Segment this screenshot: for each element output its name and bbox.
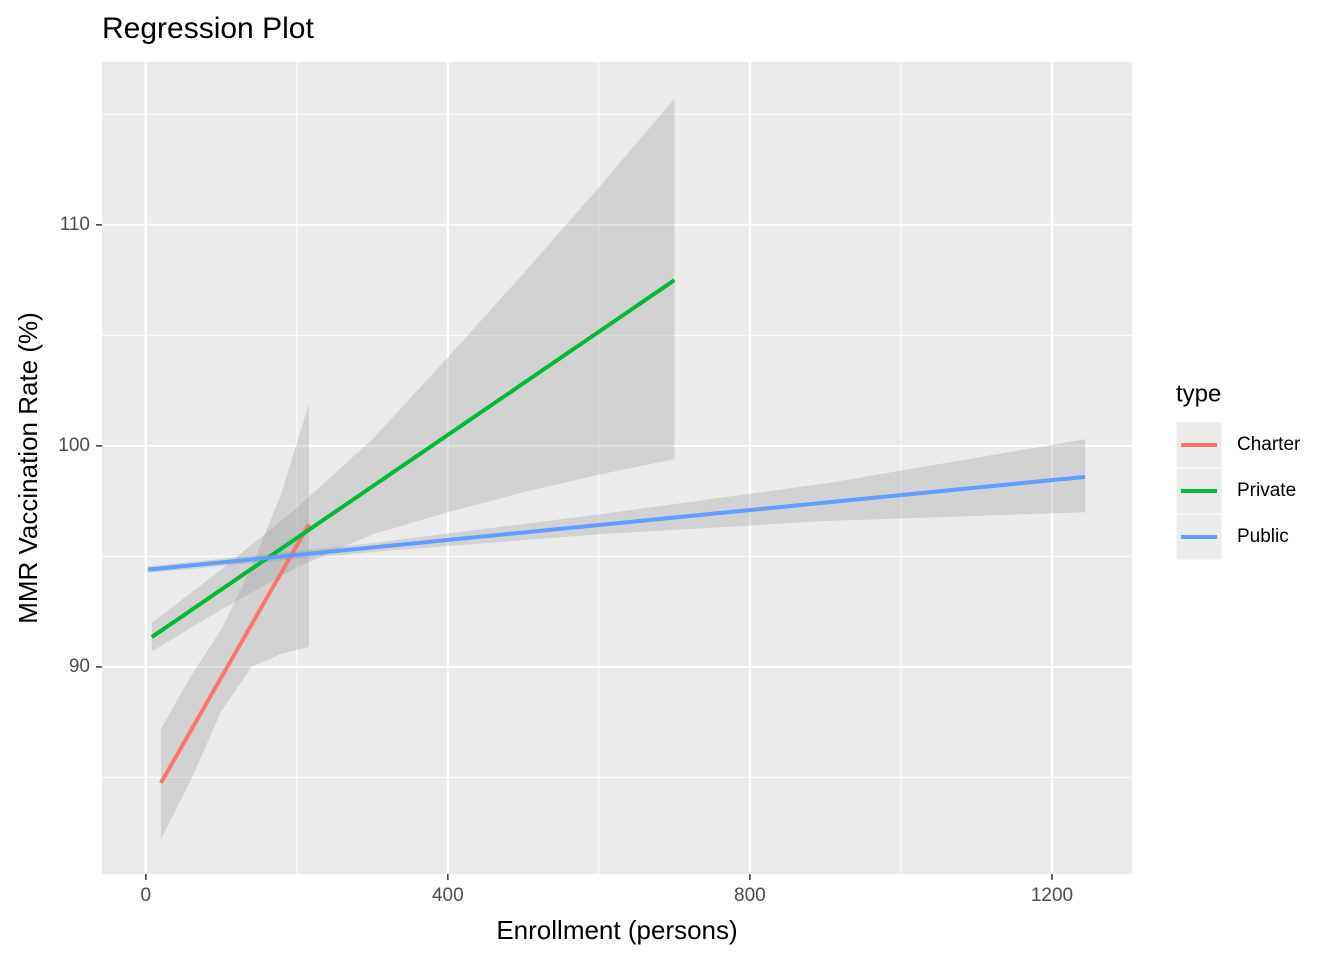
x-axis-title: Enrollment (persons)	[496, 915, 737, 945]
y-axis-title: MMR Vaccination Rate (%)	[13, 312, 43, 624]
regression-line	[150, 278, 676, 639]
x-tick-label: 0	[141, 885, 152, 906]
chart-title: Regression Plot	[102, 12, 314, 45]
y-tick-label: 90	[69, 656, 90, 677]
legend-label: Charter	[1237, 434, 1301, 455]
confidence-band	[151, 98, 675, 652]
legend-label: Public	[1237, 526, 1289, 547]
regression-line	[159, 523, 311, 784]
y-tick-label: 110	[60, 214, 90, 235]
x-tick-label: 400	[432, 885, 464, 906]
confidence-band	[160, 403, 309, 840]
panel-content	[102, 62, 1132, 874]
legend-title: type	[1176, 380, 1221, 407]
x-tick-label: 1200	[1031, 885, 1073, 906]
y-tick-label: 100	[58, 435, 90, 456]
x-tick-label: 800	[734, 885, 766, 906]
legend-label: Private	[1237, 480, 1296, 501]
panel	[102, 62, 1132, 874]
regression-line	[147, 474, 1086, 572]
